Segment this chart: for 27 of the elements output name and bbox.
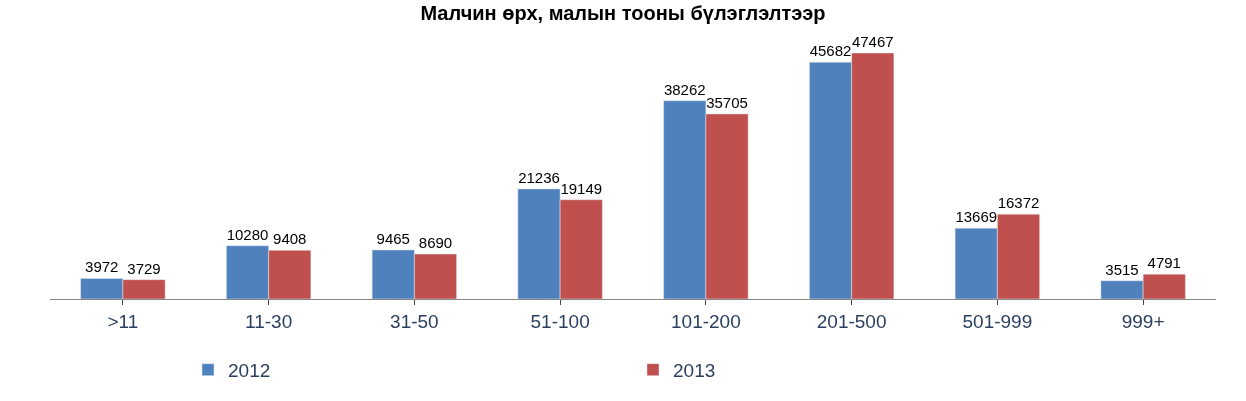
data-label: 35705 xyxy=(706,93,748,111)
data-label: 19149 xyxy=(560,179,603,197)
data-label: 4791 xyxy=(1147,254,1181,272)
legend-label: 2013 xyxy=(673,360,716,382)
data-label: 21236 xyxy=(518,168,560,186)
data-label: 13669 xyxy=(955,208,998,226)
data-label: 9408 xyxy=(273,230,307,248)
data-label: 3515 xyxy=(1105,260,1139,278)
data-label: 45682 xyxy=(809,42,852,60)
data-label: 3972 xyxy=(85,258,119,276)
x-tick-label: 999+ xyxy=(1121,310,1165,332)
x-tick-label: 31-50 xyxy=(390,310,439,332)
data-label: 10280 xyxy=(226,225,269,243)
x-tick-label: 201-500 xyxy=(816,310,887,332)
data-label: 9465 xyxy=(376,229,410,247)
chart-title: Малчин өрх, малын тооны бүлэглэлтээр xyxy=(420,2,826,25)
x-tick-label: >11 xyxy=(107,310,139,332)
x-tick-label: 11-30 xyxy=(245,310,293,332)
data-label: 8690 xyxy=(418,233,453,251)
data-label: 38262 xyxy=(663,80,706,98)
data-label: 16372 xyxy=(997,194,1040,212)
legend-label: 2012 xyxy=(228,360,271,382)
x-tick-label: 101-200 xyxy=(671,310,741,332)
x-tick-label: 501-999 xyxy=(962,310,1033,332)
data-label: 3729 xyxy=(127,259,161,277)
data-label: 47467 xyxy=(851,32,894,50)
x-tick-label: 51-100 xyxy=(530,310,590,332)
